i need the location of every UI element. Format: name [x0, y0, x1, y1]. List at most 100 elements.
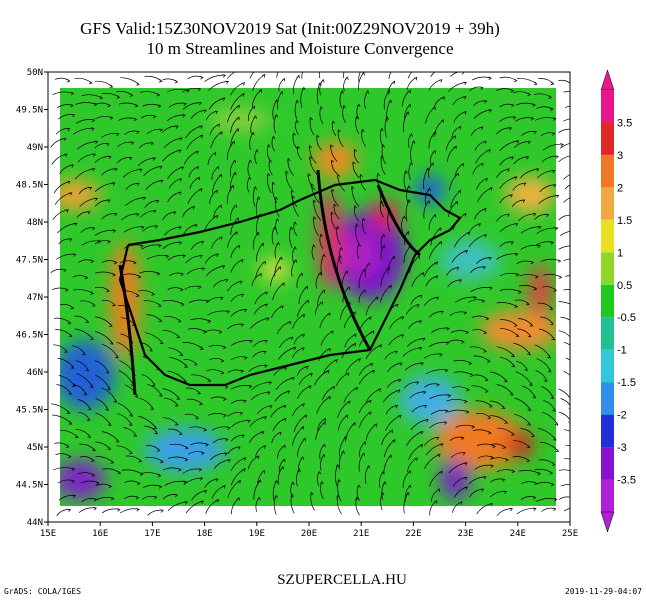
- stream-arrow: [484, 377, 489, 382]
- stream-arrow: [549, 471, 554, 475]
- stream-arrow: [380, 155, 384, 159]
- stream-arrow: [128, 450, 133, 454]
- colorbar-swatch: [601, 219, 614, 253]
- stream-arrow: [286, 390, 291, 394]
- stream-arrow: [554, 226, 559, 231]
- stream-arrow: [293, 221, 297, 225]
- stream-arrow: [280, 305, 284, 309]
- stream-arrow: [489, 286, 493, 291]
- stream-arrow: [223, 397, 227, 401]
- stream-arrow: [93, 102, 98, 107]
- streamline: [276, 72, 279, 78]
- stream-arrow: [62, 138, 67, 142]
- stream-arrow: [336, 494, 340, 499]
- title-line-1: GFS Valid:15Z30NOV2019 Sat (Init:00Z29NO…: [80, 19, 500, 38]
- stream-arrow: [307, 173, 311, 177]
- stream-arrow: [243, 399, 247, 404]
- stream-arrow: [309, 372, 313, 377]
- stream-arrow: [214, 189, 218, 194]
- stream-arrow: [527, 92, 532, 97]
- stream-arrow: [236, 446, 241, 450]
- streamline: [278, 347, 296, 360]
- stream-arrow: [277, 266, 281, 270]
- stream-arrow: [503, 378, 508, 383]
- colorbar-label: 3.5: [617, 117, 632, 129]
- stream-arrow: [263, 416, 267, 420]
- stream-arrow: [70, 305, 75, 310]
- stream-arrow: [370, 330, 375, 334]
- stream-arrow: [330, 144, 334, 148]
- streamline: [204, 74, 226, 82]
- streamline: [94, 80, 113, 88]
- stream-arrow: [156, 93, 161, 97]
- stream-arrow: [420, 362, 424, 366]
- stream-arrow: [514, 223, 519, 227]
- stream-arrow: [322, 64, 325, 67]
- stream-arrow: [415, 381, 420, 385]
- stream-arrow: [361, 217, 366, 222]
- stream-arrow: [426, 200, 430, 204]
- country-border: [118, 178, 462, 387]
- stream-arrow: [226, 310, 231, 314]
- stream-arrow: [135, 183, 140, 187]
- streamline: [496, 508, 513, 516]
- streamline: [558, 79, 570, 84]
- stream-arrow: [154, 225, 159, 229]
- stream-arrow: [262, 73, 266, 78]
- stream-arrow: [283, 367, 287, 371]
- title-line-2: 10 m Streamlines and Moisture Convergenc…: [146, 39, 453, 58]
- stream-arrow: [280, 465, 285, 470]
- stream-arrow: [278, 431, 282, 436]
- stream-arrow: [174, 422, 179, 426]
- stream-arrow: [459, 501, 463, 505]
- lat-label: 45.5N: [16, 406, 43, 416]
- stream-arrow: [214, 478, 219, 482]
- stream-arrow: [133, 117, 138, 122]
- colorbar-swatch: [601, 349, 614, 383]
- stream-arrow: [530, 260, 535, 265]
- lon-label: 20E: [301, 529, 317, 539]
- stream-arrow: [580, 485, 583, 488]
- stream-arrow: [351, 185, 355, 190]
- stream-arrow: [337, 478, 341, 483]
- colorbar-label: -1.5: [617, 377, 636, 389]
- stream-arrow: [106, 199, 111, 203]
- colorbar-label: 2: [617, 182, 623, 194]
- stream-arrow: [181, 114, 186, 118]
- stream-arrow: [353, 205, 358, 210]
- stream-arrow: [199, 401, 203, 406]
- streamline: [563, 371, 570, 376]
- streamline: [558, 245, 570, 250]
- stream-arrow: [140, 244, 144, 248]
- stream-arrow: [368, 316, 372, 321]
- stream-arrow: [396, 389, 401, 393]
- stream-arrow: [91, 227, 96, 231]
- stream-arrow: [85, 367, 89, 372]
- streamline: [536, 227, 558, 234]
- streamline: [516, 78, 538, 85]
- stream-arrow: [438, 241, 443, 245]
- stream-arrow: [195, 150, 199, 155]
- stream-arrow: [489, 503, 493, 507]
- stream-arrow: [140, 225, 145, 230]
- streamline: [470, 287, 493, 292]
- stream-arrow: [129, 413, 133, 417]
- stream-arrow: [513, 78, 518, 83]
- stream-arrow: [300, 456, 304, 460]
- stream-arrow: [105, 370, 110, 374]
- stream-arrow: [553, 288, 558, 292]
- stream-arrow: [352, 311, 356, 316]
- stream-arrow: [437, 453, 441, 458]
- colorbar-swatch: [601, 252, 614, 285]
- stream-arrow: [292, 346, 297, 351]
- streamline: [515, 371, 533, 386]
- stream-arrow: [579, 119, 582, 122]
- stream-arrow: [441, 96, 446, 100]
- streamline: [499, 76, 517, 82]
- stream-arrow: [366, 262, 371, 267]
- stream-arrow: [545, 213, 550, 218]
- stream-arrow: [322, 421, 326, 426]
- stream-arrow: [179, 137, 183, 141]
- stream-arrow: [135, 213, 140, 217]
